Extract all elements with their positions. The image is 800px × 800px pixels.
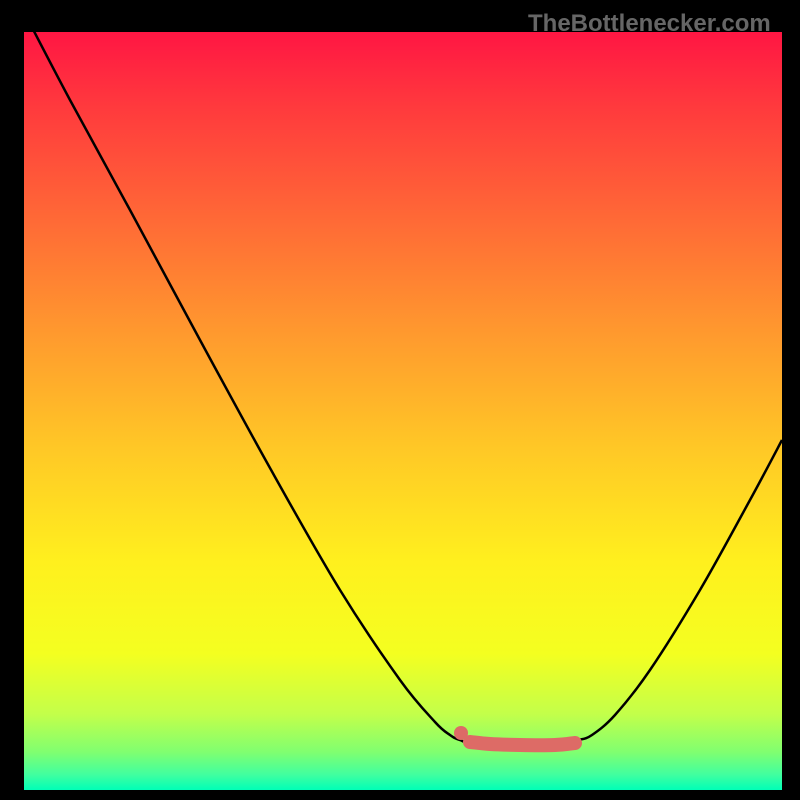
watermark-text: TheBottlenecker.com bbox=[528, 10, 771, 38]
chart-plot-area bbox=[24, 32, 782, 790]
